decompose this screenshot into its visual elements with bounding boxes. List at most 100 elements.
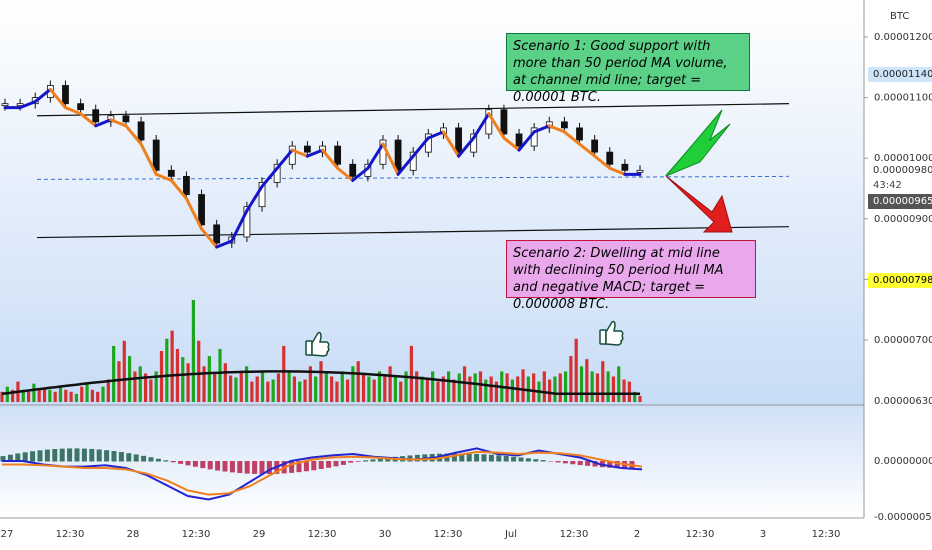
macd-histogram-bar — [488, 454, 494, 462]
price-tick-label: 0.00001000 — [874, 153, 932, 164]
volume-bar — [548, 379, 552, 402]
volume-bar — [69, 391, 73, 402]
volume-bar — [122, 340, 126, 402]
price-label-current: 0.00000980 — [868, 163, 932, 178]
macd-histogram-bar — [52, 449, 58, 462]
volume-bar — [223, 363, 227, 402]
volume-bar — [244, 366, 249, 402]
volume-bar — [579, 366, 584, 402]
price-tick-label: 0.00001200 — [874, 32, 932, 43]
macd-histogram-bar — [311, 461, 317, 471]
macd-histogram-bar — [244, 461, 250, 474]
volume-bar — [80, 386, 84, 402]
hull-ma-segment — [79, 112, 98, 128]
macd-histogram-bar — [511, 456, 517, 462]
macd-series-line — [2, 447, 643, 501]
price-tick-label: 0.00001100 — [874, 93, 932, 104]
volume-bar — [42, 387, 47, 402]
volume-bar — [234, 377, 238, 402]
volume-bar — [218, 348, 222, 402]
thumbs-up-icon — [605, 320, 624, 346]
volume-bar — [345, 379, 350, 402]
time-tick-label: 2 — [634, 529, 640, 540]
volume-bar — [308, 366, 312, 402]
volume-bar — [569, 356, 573, 402]
candle-body — [183, 175, 190, 195]
volume-bar — [207, 356, 211, 402]
volume-bar — [441, 376, 445, 402]
volume-bar — [202, 366, 206, 402]
volume-bar — [356, 361, 360, 402]
volume-bar — [133, 371, 137, 402]
price-label-965: 0.00000965 — [868, 194, 932, 209]
candle-body — [515, 133, 523, 147]
macd-histogram-bar — [496, 455, 502, 462]
macd-histogram-bar — [481, 454, 487, 462]
time-axis — [0, 518, 932, 550]
volume-bar — [489, 376, 493, 402]
volume-bar — [143, 373, 148, 402]
volume-bar — [601, 361, 605, 402]
volume-bar — [574, 338, 578, 402]
volume-bar — [553, 376, 557, 402]
volume-bar — [431, 371, 435, 402]
arrow-up-icon — [665, 109, 731, 177]
hull-ma-segment — [441, 130, 461, 158]
macd-histogram-bar — [0, 456, 6, 462]
channel-line-upper — [36, 103, 790, 117]
macd-histogram-bar — [340, 461, 346, 465]
candle-body — [1, 103, 9, 107]
volume-bar — [287, 371, 291, 402]
macd-histogram-bar — [585, 461, 591, 466]
volume-bar — [585, 359, 589, 402]
candle-body — [16, 103, 24, 107]
hull-ma-segment — [154, 172, 173, 182]
volume-bar — [138, 366, 142, 402]
volume-bar — [282, 345, 286, 402]
macd-histogram-bar — [200, 461, 206, 469]
volume-bar — [340, 371, 344, 402]
candle-body — [621, 163, 629, 171]
time-tick-label: 12:30 — [182, 529, 211, 540]
volume-bar — [197, 340, 201, 402]
macd-histogram-bar — [163, 460, 169, 462]
volume-bar — [11, 389, 15, 402]
macd-histogram-bar — [7, 454, 13, 462]
volume-bar — [239, 371, 243, 402]
volume-bar — [303, 379, 307, 402]
volume-bar — [415, 371, 419, 402]
volume-bar — [37, 389, 41, 402]
volume-bar — [351, 366, 355, 402]
candle-body — [576, 127, 583, 141]
mid-line — [36, 175, 790, 180]
macd-series-line — [2, 450, 643, 496]
hull-ma-segment — [532, 124, 551, 134]
hull-ma-segment — [472, 112, 491, 140]
time-tick-label: 3 — [760, 529, 766, 540]
macd-histogram-bar — [466, 453, 472, 462]
macd-histogram-bar — [89, 448, 95, 462]
macd-histogram-bar — [252, 461, 258, 474]
macd-histogram-bar — [15, 453, 21, 462]
macd-histogram-bar — [22, 452, 28, 462]
hull-ma-segment — [502, 136, 521, 152]
macd-histogram-bar — [533, 459, 539, 462]
hull-ma-segment — [336, 166, 355, 182]
volume-bar — [367, 376, 371, 402]
macd-histogram-bar — [192, 461, 198, 467]
hull-ma-segment — [578, 142, 597, 158]
hull-ma-segment — [169, 178, 188, 201]
hull-ma-segment — [33, 87, 52, 104]
macd-histogram-bar — [414, 454, 420, 462]
macd-histogram-bar — [548, 461, 554, 462]
volume-bar — [377, 371, 382, 402]
candle-body — [122, 115, 130, 123]
macd-histogram-bar — [215, 461, 221, 471]
time-tick-label: 28 — [127, 529, 140, 540]
volume-bar — [611, 376, 616, 402]
volume-bar — [58, 387, 63, 402]
candle-body — [213, 224, 221, 244]
candle-body — [167, 169, 175, 177]
hull-ma-segment — [184, 197, 204, 231]
